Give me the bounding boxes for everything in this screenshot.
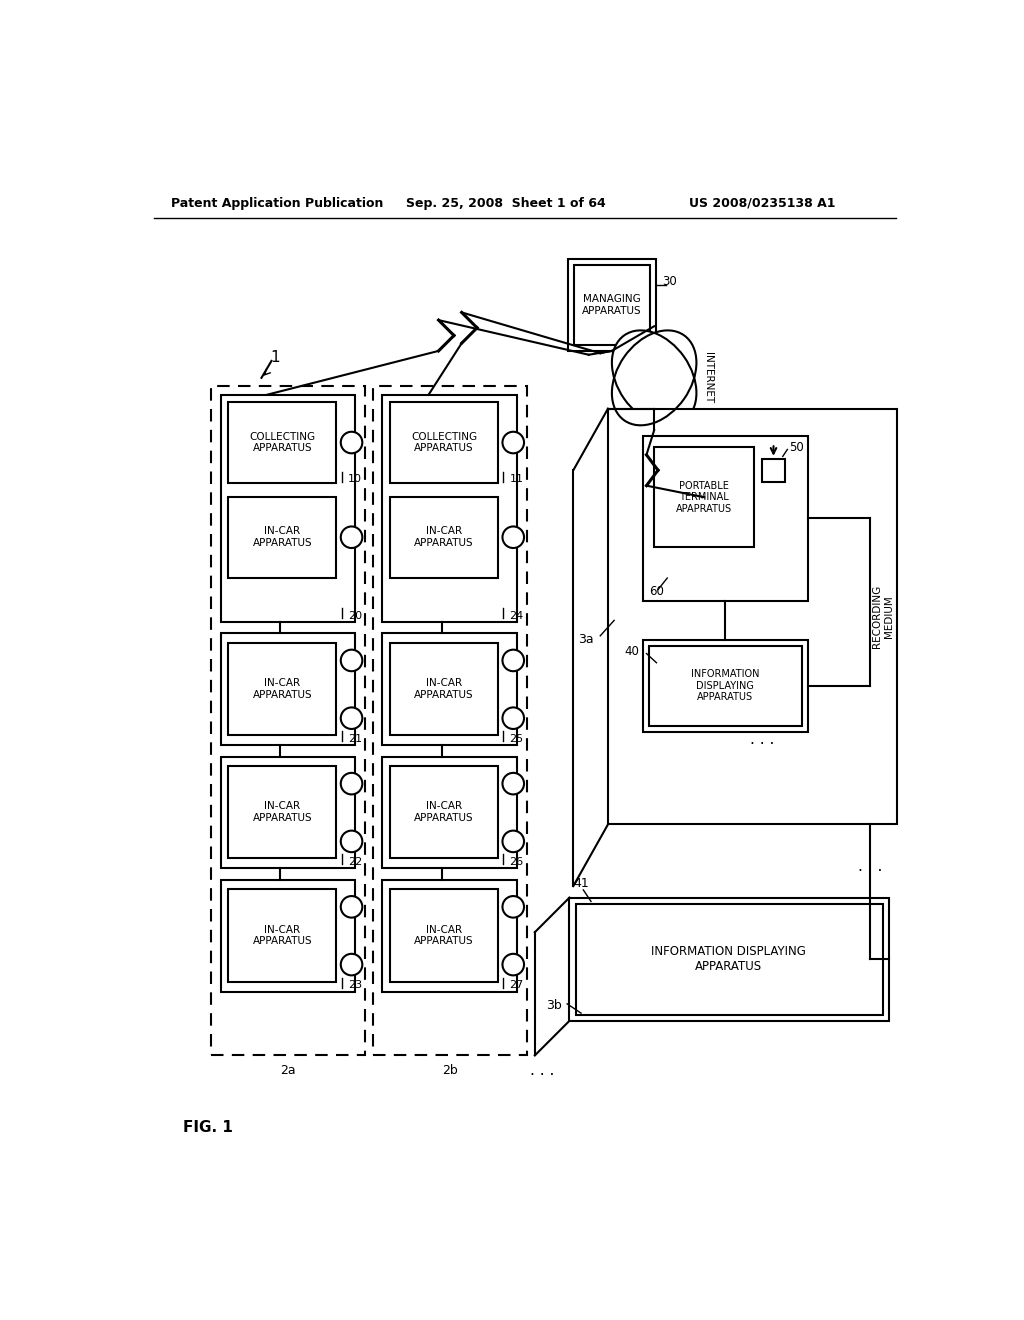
Text: 2a: 2a	[281, 1064, 296, 1077]
Bar	[390, 643, 498, 735]
Text: . . .: . . .	[750, 733, 774, 747]
Circle shape	[503, 896, 524, 917]
Bar	[390, 766, 498, 858]
Bar	[220, 395, 355, 622]
Bar	[220, 880, 355, 991]
Text: 21: 21	[348, 734, 361, 744]
Bar	[643, 436, 808, 601]
Text: 1: 1	[270, 350, 281, 364]
Text: IN-CAR
APPARATUS: IN-CAR APPARATUS	[253, 527, 312, 548]
Text: 10: 10	[348, 474, 361, 484]
Circle shape	[503, 774, 524, 795]
Text: Patent Application Publication: Patent Application Publication	[171, 197, 383, 210]
Bar	[220, 756, 355, 869]
Bar	[382, 395, 517, 622]
Bar	[211, 385, 366, 1056]
Text: 30: 30	[663, 275, 678, 288]
Circle shape	[503, 432, 524, 453]
Text: . . .: . . .	[530, 1064, 555, 1078]
Circle shape	[341, 954, 362, 975]
Bar	[228, 643, 336, 735]
Text: 11: 11	[509, 474, 523, 484]
Text: 23: 23	[348, 981, 361, 990]
Ellipse shape	[612, 330, 696, 425]
Bar	[575, 904, 883, 1015]
Text: 26: 26	[509, 857, 523, 867]
Bar	[762, 459, 785, 482]
Text: PORTABLE
TERMINAL
APAPRATUS: PORTABLE TERMINAL APAPRATUS	[676, 480, 732, 513]
Bar	[574, 264, 650, 345]
Text: 3a: 3a	[579, 634, 594, 647]
Bar	[390, 498, 498, 578]
Circle shape	[503, 649, 524, 671]
Bar	[568, 259, 656, 351]
Text: IN-CAR
APPARATUS: IN-CAR APPARATUS	[414, 924, 474, 946]
Circle shape	[341, 708, 362, 729]
Text: 3b: 3b	[546, 999, 562, 1012]
Circle shape	[341, 830, 362, 853]
Text: COLLECTING
APPARATUS: COLLECTING APPARATUS	[411, 432, 477, 453]
Bar	[228, 766, 336, 858]
Text: IN-CAR
APPARATUS: IN-CAR APPARATUS	[414, 678, 474, 700]
Text: FIG. 1: FIG. 1	[183, 1119, 232, 1135]
Bar	[228, 403, 336, 483]
Circle shape	[503, 708, 524, 729]
Text: 22: 22	[348, 857, 361, 867]
Text: 20: 20	[348, 611, 361, 620]
Text: 2b: 2b	[442, 1064, 458, 1077]
Text: IN-CAR
APPARATUS: IN-CAR APPARATUS	[414, 801, 474, 822]
Text: 27: 27	[509, 981, 523, 990]
Circle shape	[503, 527, 524, 548]
Text: 24: 24	[509, 611, 523, 620]
Text: IN-CAR
APPARATUS: IN-CAR APPARATUS	[253, 678, 312, 700]
Circle shape	[341, 527, 362, 548]
Text: INTERNET: INTERNET	[702, 352, 713, 404]
Bar	[649, 645, 802, 726]
Bar	[382, 634, 517, 744]
Bar	[382, 756, 517, 869]
Bar	[390, 890, 498, 982]
Bar	[228, 498, 336, 578]
Bar	[654, 447, 755, 548]
Bar	[228, 890, 336, 982]
Bar	[220, 634, 355, 744]
Bar	[643, 640, 808, 733]
Text: . . .: . . .	[857, 859, 882, 874]
Bar	[390, 403, 498, 483]
Text: INFORMATION DISPLAYING
APPARATUS: INFORMATION DISPLAYING APPARATUS	[651, 945, 806, 973]
Text: Sep. 25, 2008  Sheet 1 of 64: Sep. 25, 2008 Sheet 1 of 64	[407, 197, 606, 210]
Text: 25: 25	[509, 734, 523, 744]
Text: INFORMATION
DISPLAYING
APPARATUS: INFORMATION DISPLAYING APPARATUS	[691, 669, 759, 702]
Circle shape	[341, 896, 362, 917]
Text: IN-CAR
APPARATUS: IN-CAR APPARATUS	[414, 527, 474, 548]
Text: COLLECTING
APPARATUS: COLLECTING APPARATUS	[249, 432, 315, 453]
Text: MANAGING
APPARATUS: MANAGING APPARATUS	[582, 294, 642, 315]
Text: IN-CAR
APPARATUS: IN-CAR APPARATUS	[253, 801, 312, 822]
Circle shape	[503, 830, 524, 853]
Circle shape	[503, 954, 524, 975]
Bar	[569, 898, 889, 1020]
Circle shape	[341, 774, 362, 795]
Text: 60: 60	[649, 585, 664, 598]
Text: 41: 41	[573, 878, 589, 890]
Bar	[373, 385, 527, 1056]
Text: US 2008/0235138 A1: US 2008/0235138 A1	[689, 197, 836, 210]
Bar	[608, 409, 897, 825]
Text: 40: 40	[624, 644, 639, 657]
Circle shape	[341, 649, 362, 671]
Text: RECORDING
MEDIUM: RECORDING MEDIUM	[872, 585, 894, 648]
Text: 50: 50	[788, 441, 804, 454]
Circle shape	[341, 432, 362, 453]
Bar	[382, 880, 517, 991]
Text: IN-CAR
APPARATUS: IN-CAR APPARATUS	[253, 924, 312, 946]
